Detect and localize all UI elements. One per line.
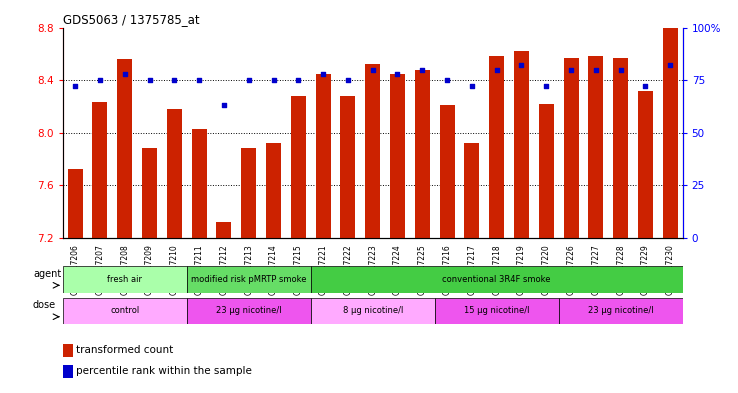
Point <box>243 77 255 83</box>
Bar <box>514 51 529 238</box>
Point <box>292 77 304 83</box>
Bar <box>340 96 355 238</box>
Bar <box>559 298 683 324</box>
Bar <box>63 343 72 357</box>
Bar <box>63 266 187 293</box>
Point <box>540 83 552 90</box>
Text: 8 μg nicotine/l: 8 μg nicotine/l <box>342 307 403 315</box>
Bar <box>365 64 380 238</box>
Text: control: control <box>110 307 139 315</box>
Bar <box>117 59 132 238</box>
Bar <box>316 73 331 238</box>
Bar <box>241 149 256 238</box>
Bar <box>415 70 430 238</box>
Point <box>565 66 577 73</box>
Text: 23 μg nicotine/l: 23 μg nicotine/l <box>216 307 281 315</box>
Bar <box>588 57 603 238</box>
Point <box>193 77 205 83</box>
Point <box>317 71 329 77</box>
Point <box>516 62 528 68</box>
Point <box>615 66 627 73</box>
Point <box>168 77 180 83</box>
Bar <box>440 105 455 238</box>
Bar <box>464 143 479 238</box>
Bar <box>216 222 231 238</box>
Bar <box>564 58 579 238</box>
Point <box>119 71 131 77</box>
Point <box>94 77 106 83</box>
Text: modified risk pMRTP smoke: modified risk pMRTP smoke <box>191 275 306 284</box>
Bar <box>92 103 107 238</box>
Text: percentile rank within the sample: percentile rank within the sample <box>76 366 252 376</box>
Point <box>590 66 601 73</box>
Point <box>218 102 230 108</box>
Bar <box>489 57 504 238</box>
Bar <box>613 58 628 238</box>
Point <box>392 71 404 77</box>
Text: conventional 3R4F smoke: conventional 3R4F smoke <box>442 275 551 284</box>
Bar <box>192 129 207 238</box>
Text: 15 μg nicotine/l: 15 μg nicotine/l <box>464 307 529 315</box>
Point <box>416 66 428 73</box>
Bar <box>266 143 281 238</box>
Point <box>441 77 453 83</box>
Text: GDS5063 / 1375785_at: GDS5063 / 1375785_at <box>63 13 199 26</box>
Bar <box>311 266 683 293</box>
Bar <box>539 104 554 238</box>
Bar <box>311 298 435 324</box>
Text: dose: dose <box>33 300 56 310</box>
Point <box>664 62 676 68</box>
Bar <box>638 90 653 238</box>
Point <box>342 77 354 83</box>
Bar <box>142 149 157 238</box>
Bar <box>68 169 83 238</box>
Bar <box>63 298 187 324</box>
Text: transformed count: transformed count <box>76 345 173 355</box>
Point <box>491 66 503 73</box>
Bar <box>63 365 72 378</box>
Bar <box>187 266 311 293</box>
Bar <box>663 25 677 238</box>
Point <box>69 83 81 90</box>
Point <box>268 77 280 83</box>
Text: 23 μg nicotine/l: 23 μg nicotine/l <box>588 307 653 315</box>
Point <box>640 83 652 90</box>
Point <box>367 66 379 73</box>
Text: fresh air: fresh air <box>107 275 142 284</box>
Bar <box>291 96 306 238</box>
Bar <box>167 109 182 238</box>
Point <box>466 83 477 90</box>
Bar <box>390 73 405 238</box>
Bar <box>187 298 311 324</box>
Text: agent: agent <box>33 268 61 279</box>
Bar <box>435 298 559 324</box>
Point <box>144 77 156 83</box>
